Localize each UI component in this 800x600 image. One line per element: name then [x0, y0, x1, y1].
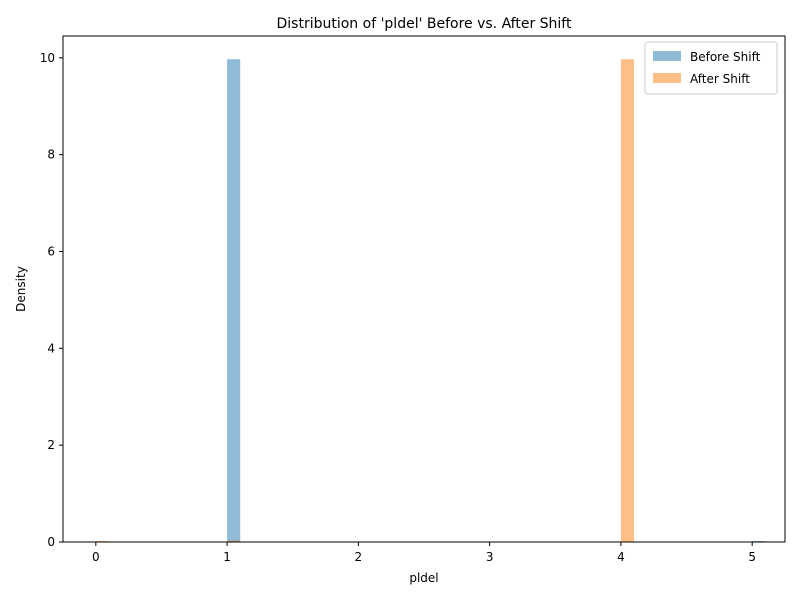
y-axis-ticks: 0 2 4 6 8 10 [40, 51, 63, 549]
plot-frame [62, 35, 786, 543]
x-axis-ticks: 0 1 2 3 4 5 [92, 542, 756, 564]
y-tick-label: 8 [47, 148, 55, 162]
bar-after-shift-1 [227, 540, 241, 542]
x-tick-label: 0 [92, 550, 100, 564]
bars-layer [95, 59, 766, 543]
legend-label: After Shift [690, 72, 750, 86]
y-tick-label: 0 [47, 535, 55, 549]
legend: Before Shift After Shift [644, 41, 778, 95]
x-tick-label: 5 [748, 550, 756, 564]
legend-label: Before Shift [690, 50, 761, 64]
x-tick-label: 4 [617, 550, 625, 564]
y-tick-label: 2 [47, 438, 55, 452]
y-axis-label: Density [14, 266, 28, 312]
y-tick-label: 4 [47, 341, 55, 355]
chart-title: Distribution of 'pldel' Before vs. After… [277, 16, 572, 32]
x-tick-label: 2 [355, 550, 363, 564]
legend-swatch [653, 73, 681, 83]
x-tick-label: 1 [223, 550, 231, 564]
y-tick-label: 10 [40, 51, 55, 65]
bar-before-shift-0 [227, 59, 241, 543]
x-tick-label: 3 [486, 550, 494, 564]
y-tick-label: 6 [47, 244, 55, 258]
bar-after-shift-2 [620, 59, 635, 543]
legend-swatch [653, 51, 681, 61]
x-axis-label: pldel [409, 571, 438, 585]
